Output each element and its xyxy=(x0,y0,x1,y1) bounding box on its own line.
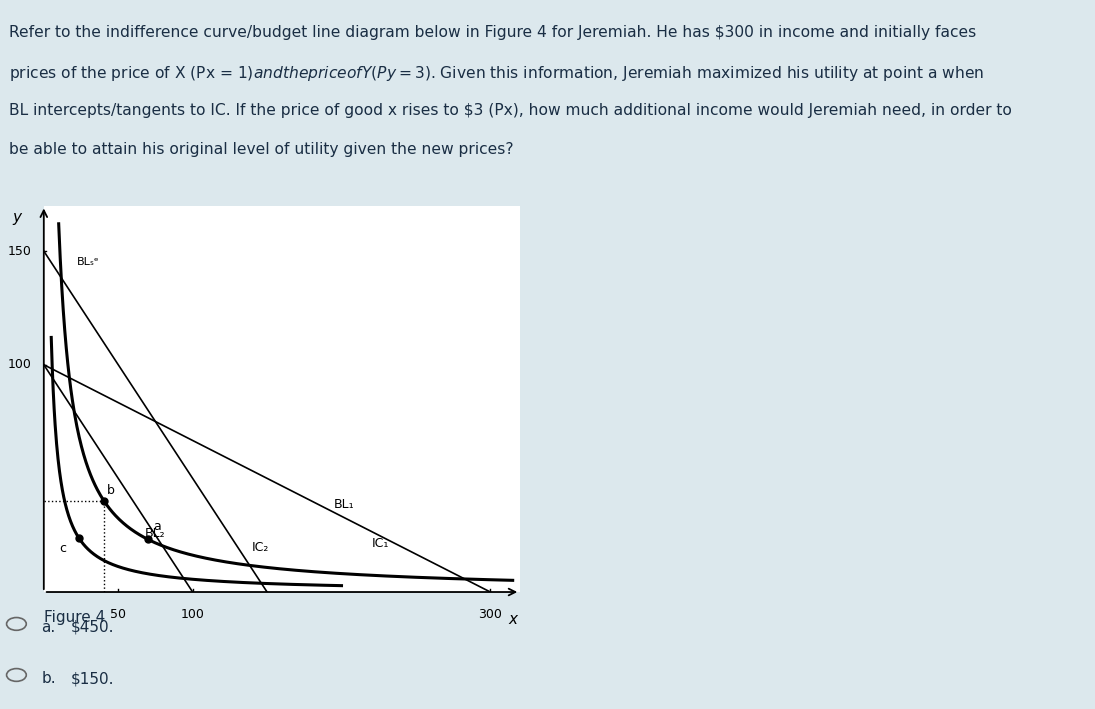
Text: 150: 150 xyxy=(8,245,32,257)
Text: c: c xyxy=(59,542,67,555)
Text: a: a xyxy=(153,520,161,533)
Text: IC₁: IC₁ xyxy=(371,537,389,549)
Text: Refer to the indifference curve/budget line diagram below in Figure 4 for Jeremi: Refer to the indifference curve/budget l… xyxy=(9,25,976,40)
Text: 50: 50 xyxy=(111,608,126,621)
Text: be able to attain his original level of utility given the new prices?: be able to attain his original level of … xyxy=(9,142,514,157)
Text: $450.: $450. xyxy=(71,620,115,635)
Text: BL₁: BL₁ xyxy=(334,498,355,511)
Text: 100: 100 xyxy=(181,608,205,621)
Text: b: b xyxy=(106,484,115,497)
Text: b.: b. xyxy=(42,671,56,686)
Text: IC₂: IC₂ xyxy=(252,541,269,554)
Text: x: x xyxy=(508,613,517,627)
Text: BL₂: BL₂ xyxy=(145,527,165,540)
Text: Figure 4: Figure 4 xyxy=(44,610,105,625)
Text: prices of the price of X (Px = $1) and the price of Y (Py = $3). Given this info: prices of the price of X (Px = $1) and t… xyxy=(9,64,984,83)
Text: a.: a. xyxy=(42,620,56,635)
Text: 100: 100 xyxy=(8,358,32,372)
Text: 300: 300 xyxy=(479,608,503,621)
Text: $150.: $150. xyxy=(71,671,115,686)
Text: BL intercepts/tangents to IC. If the price of good x rises to $3 (Px), how much : BL intercepts/tangents to IC. If the pri… xyxy=(9,103,1012,118)
Text: y: y xyxy=(12,210,22,225)
Text: BLₛᵉ: BLₛᵉ xyxy=(77,257,100,267)
